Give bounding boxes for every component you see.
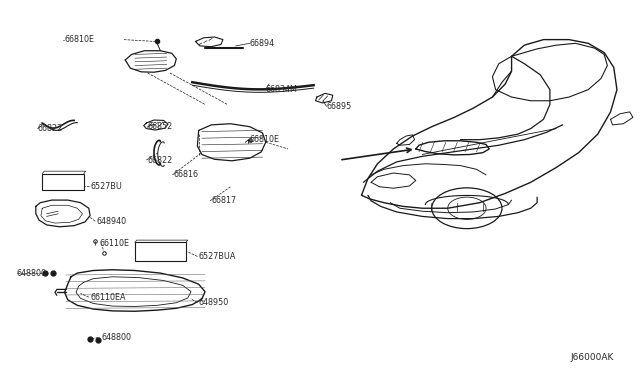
Text: 66810E: 66810E	[65, 35, 95, 44]
Bar	[135, 242, 186, 261]
Text: 66894: 66894	[250, 39, 275, 48]
Text: 648950: 648950	[198, 298, 229, 307]
Text: 648800: 648800	[102, 333, 132, 343]
Text: J66000AK: J66000AK	[570, 353, 614, 362]
Text: 648940: 648940	[97, 217, 127, 226]
Text: 66816: 66816	[173, 170, 198, 179]
Text: 648800: 648800	[17, 269, 47, 278]
Text: 6527BUA: 6527BUA	[198, 252, 236, 261]
Text: 66810E: 66810E	[250, 135, 280, 144]
Text: 66110EA: 66110EA	[90, 293, 125, 302]
Text: 66822: 66822	[148, 155, 173, 164]
Text: 66895: 66895	[326, 102, 351, 111]
Bar	[42, 174, 84, 190]
Text: 6527BU: 6527BU	[90, 182, 122, 190]
Text: 66852: 66852	[148, 122, 173, 131]
Text: 66110E: 66110E	[100, 239, 130, 248]
Text: 66834M: 66834M	[266, 85, 298, 94]
Text: 66817: 66817	[211, 196, 237, 205]
Text: 66822: 66822	[38, 124, 63, 133]
